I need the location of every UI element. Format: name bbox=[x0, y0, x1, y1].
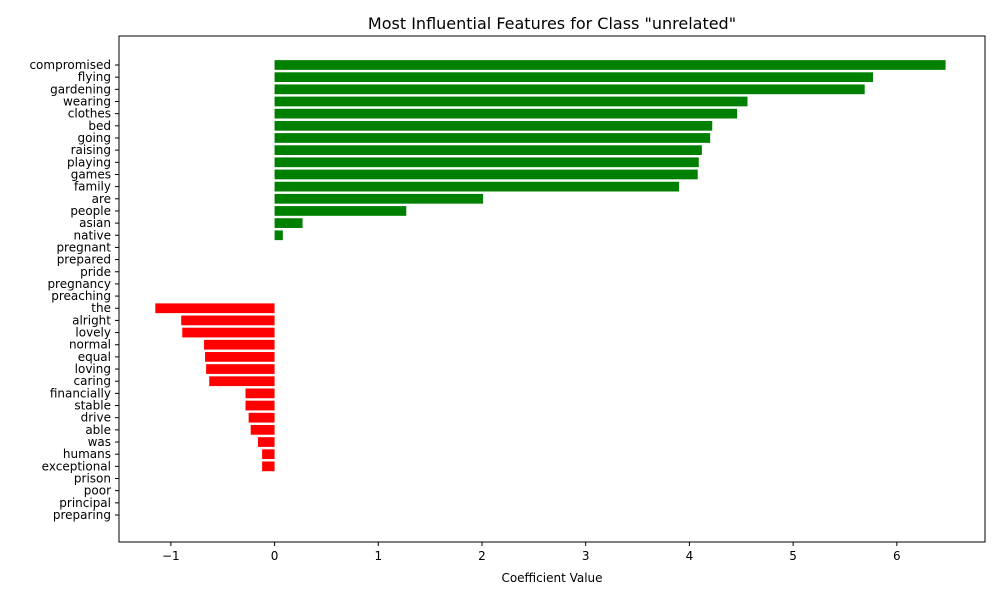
y-tick-label-prepared: prepared bbox=[57, 253, 111, 267]
x-tick-label: −1 bbox=[162, 549, 180, 563]
y-tick-label-preparing: preparing bbox=[53, 508, 111, 522]
bar-clothes bbox=[274, 108, 738, 119]
bar-financially bbox=[245, 388, 275, 399]
y-tick-label-asian: asian bbox=[79, 216, 111, 230]
bar-gardening bbox=[274, 84, 865, 95]
y-tick-label-prison: prison bbox=[74, 472, 111, 486]
y-tick-label-playing: playing bbox=[67, 155, 111, 169]
y-tick-label-principal: principal bbox=[59, 496, 111, 510]
bar-asian bbox=[274, 218, 303, 228]
y-tick-label-clothes: clothes bbox=[68, 107, 111, 121]
y-tick-label-compromised: compromised bbox=[29, 58, 111, 72]
y-tick-label-able: able bbox=[85, 423, 111, 437]
y-tick-label-pregnancy: pregnancy bbox=[47, 277, 111, 291]
bar-flying bbox=[274, 72, 873, 83]
y-tick-label-humans: humans bbox=[63, 447, 111, 461]
bar-loving bbox=[206, 364, 275, 374]
bar-going bbox=[274, 133, 711, 143]
bar-compromised bbox=[274, 60, 946, 70]
y-tick-label-loving: loving bbox=[75, 362, 111, 376]
y-tick-label-native: native bbox=[74, 228, 111, 242]
bar-able bbox=[250, 425, 275, 435]
y-tick-label-lovely: lovely bbox=[75, 326, 111, 340]
chart-title: Most Influential Features for Class "unr… bbox=[368, 14, 736, 33]
x-tick-label: 1 bbox=[374, 549, 382, 563]
y-tick-label-caring: caring bbox=[74, 374, 111, 388]
x-tick-label: 5 bbox=[789, 549, 797, 563]
x-tick-label: 4 bbox=[686, 549, 694, 563]
y-tick-label-exceptional: exceptional bbox=[42, 459, 111, 473]
bars-group bbox=[155, 60, 946, 472]
bar-raising bbox=[274, 145, 702, 155]
y-tick-label-pride: pride bbox=[80, 265, 111, 279]
y-tick-label-gardening: gardening bbox=[50, 82, 111, 96]
x-tick-label: 2 bbox=[478, 549, 486, 563]
y-tick-label-wearing: wearing bbox=[63, 94, 111, 108]
y-tick-label-going: going bbox=[77, 131, 111, 145]
bar-humans bbox=[262, 449, 275, 460]
y-tick-label-pregnant: pregnant bbox=[56, 240, 111, 254]
bar-caring bbox=[209, 376, 275, 387]
y-tick-label-bed: bed bbox=[88, 119, 111, 133]
plot-frame bbox=[118, 35, 986, 543]
bar-family bbox=[274, 181, 680, 192]
x-tick-label: 3 bbox=[582, 549, 590, 563]
bar-alright bbox=[181, 315, 275, 326]
bar-native bbox=[274, 230, 283, 241]
y-tick-label-drive: drive bbox=[81, 411, 111, 425]
x-ticks: −1 0 1 2 3 4 5 6 bbox=[162, 542, 901, 563]
bar-the bbox=[155, 303, 275, 314]
y-tick-label-people: people bbox=[70, 204, 111, 218]
bar-playing bbox=[274, 157, 699, 168]
y-tick-label-alright: alright bbox=[72, 313, 111, 327]
bar-stable bbox=[245, 400, 275, 411]
y-tick-label-normal: normal bbox=[69, 338, 111, 352]
bar-normal bbox=[204, 339, 275, 350]
x-tick-label: 6 bbox=[893, 549, 901, 563]
y-tick-label-preaching: preaching bbox=[51, 289, 111, 303]
bar-lovely bbox=[182, 327, 275, 338]
x-axis-label: Coefficient Value bbox=[501, 571, 602, 585]
y-tick-label-are: are bbox=[92, 192, 111, 206]
bar-are bbox=[274, 193, 484, 204]
y-tick-label-financially: financially bbox=[50, 386, 111, 400]
bar-people bbox=[274, 206, 407, 216]
y-tick-label-raising: raising bbox=[71, 143, 111, 157]
y-tick-label-flying: flying bbox=[78, 70, 111, 84]
bar-bed bbox=[274, 120, 713, 131]
y-tick-label-stable: stable bbox=[74, 399, 111, 413]
y-tick-label-the: the bbox=[91, 301, 111, 315]
bar-exceptional bbox=[262, 461, 275, 472]
bar-equal bbox=[205, 352, 275, 362]
bar-wearing bbox=[274, 96, 748, 107]
x-tick-label: 0 bbox=[271, 549, 279, 563]
bar-games bbox=[274, 169, 698, 180]
bar-was bbox=[257, 437, 275, 447]
y-tick-label-equal: equal bbox=[78, 350, 111, 364]
y-tick-label-games: games bbox=[71, 167, 111, 181]
y-tick-labels: compromisedflyinggardeningwearingclothes… bbox=[29, 58, 119, 522]
y-tick-label-was: was bbox=[88, 435, 111, 449]
y-tick-label-poor: poor bbox=[84, 484, 111, 498]
bar-drive bbox=[248, 412, 275, 423]
y-tick-label-family: family bbox=[74, 180, 111, 194]
